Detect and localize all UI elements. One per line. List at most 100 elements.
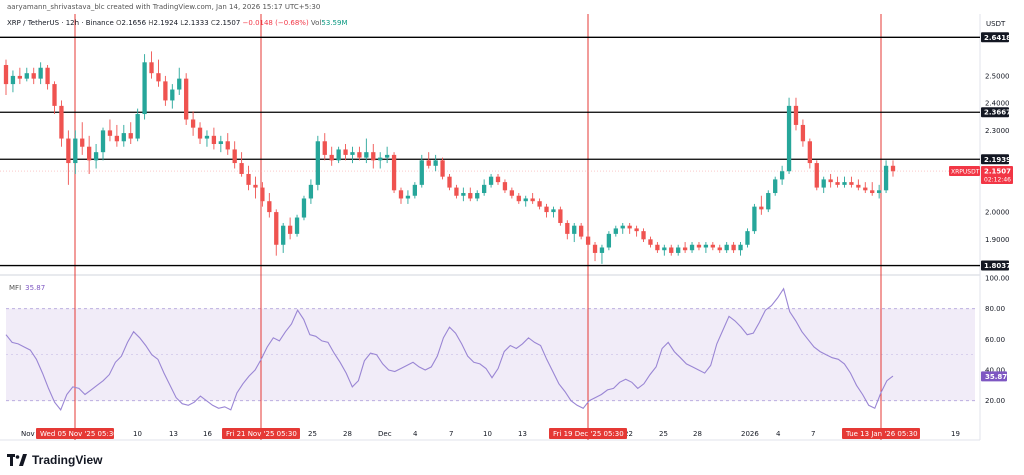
candle-body bbox=[253, 184, 258, 188]
marker-date-tag-label: Fri 19 Dec '25 05:30 bbox=[553, 430, 624, 438]
candle-body bbox=[287, 225, 293, 234]
candle-body bbox=[218, 141, 223, 144]
candle-body bbox=[488, 176, 494, 185]
candle-body bbox=[114, 135, 120, 142]
candle-body bbox=[426, 160, 431, 166]
volume-value: 53.59M bbox=[321, 19, 348, 27]
candle-body bbox=[676, 247, 681, 253]
price-tick-label: 2.3000 bbox=[985, 127, 1010, 135]
candle-body bbox=[10, 75, 16, 85]
candle-body bbox=[107, 130, 113, 136]
candle-body bbox=[565, 222, 570, 234]
candle-body bbox=[606, 233, 612, 248]
candle-body bbox=[807, 141, 812, 164]
symbol-tag-label: XRPUSDT bbox=[951, 169, 980, 176]
level-tag-label: 2.1939 bbox=[984, 156, 1011, 164]
candle-body bbox=[682, 247, 688, 251]
horizontal-levels[interactable] bbox=[0, 36, 980, 267]
candle-body bbox=[211, 135, 217, 144]
candle-body bbox=[717, 247, 722, 251]
candle-body bbox=[398, 190, 404, 199]
candle-body bbox=[364, 152, 369, 158]
mfi-band bbox=[6, 308, 975, 402]
mfi-tick-label: 100.00 bbox=[985, 275, 1010, 283]
candle-body bbox=[24, 73, 29, 79]
candle-body bbox=[440, 160, 445, 177]
candle-body bbox=[260, 187, 265, 202]
last-price-tag-label: 2.1507 bbox=[984, 168, 1011, 176]
candle-body bbox=[627, 225, 632, 229]
mfi-value-tag-bg bbox=[981, 371, 1007, 382]
candle-body bbox=[281, 225, 286, 245]
grid bbox=[0, 14, 981, 441]
candle-body bbox=[835, 182, 840, 185]
level-tag-label: 2.3667 bbox=[984, 109, 1011, 117]
candle-body bbox=[696, 244, 702, 248]
brand-text: TradingView bbox=[32, 453, 103, 467]
candle-body bbox=[828, 179, 833, 183]
candle-body bbox=[447, 176, 452, 188]
close-label: C bbox=[210, 19, 216, 27]
price-tick-label: 2.5000 bbox=[985, 72, 1010, 80]
candle-body bbox=[128, 133, 133, 139]
candle-body bbox=[523, 198, 528, 202]
time-tick-label: 28 bbox=[343, 430, 352, 438]
level-tag-label: 2.6418 bbox=[984, 34, 1011, 42]
marker-date-tag-bg bbox=[549, 428, 627, 439]
marker-date-tag-label: Wed 05 Nov '25 05:30 bbox=[40, 430, 118, 438]
symbol-ohlc-legend: XRP / TetherUS · 12h · Binance O2.1656 H… bbox=[7, 19, 348, 27]
price-axis[interactable]: USDT 1.90002.00002.20002.30002.40002.500… bbox=[985, 20, 1010, 405]
candles bbox=[3, 51, 896, 264]
mfi-tick-label: 60.00 bbox=[985, 336, 1005, 344]
candle-body bbox=[863, 187, 868, 191]
candle-body bbox=[135, 114, 140, 139]
open-value: 2.1656 bbox=[121, 19, 147, 27]
price-tick-label: 2.4000 bbox=[985, 100, 1010, 108]
candle-body bbox=[433, 160, 438, 166]
time-tick-label: 16 bbox=[203, 430, 212, 438]
mfi-value: 35.87 bbox=[25, 284, 46, 292]
time-tick-label: 10 bbox=[483, 430, 492, 438]
candle-body bbox=[689, 244, 695, 251]
candle-body bbox=[482, 184, 487, 194]
time-axis[interactable]: Nov 10 13 16 25 28 Dec 4 7 10 13 22 25 28 2026 4 7 19 bbox=[21, 430, 960, 438]
candle-body bbox=[870, 190, 875, 194]
candle-body bbox=[80, 138, 85, 147]
candle-body bbox=[585, 236, 591, 245]
mfi-label: MFI bbox=[9, 284, 22, 292]
candle-body bbox=[495, 176, 501, 183]
mfi-tick-label: 80.00 bbox=[985, 305, 1005, 313]
candle-body bbox=[558, 209, 563, 223]
time-tick-label: 25 bbox=[308, 430, 317, 438]
created-by-text: aaryamann_shrivastava_blc created with T… bbox=[7, 3, 321, 11]
candle-body bbox=[516, 195, 521, 202]
candle-body bbox=[475, 193, 480, 199]
symbol-title[interactable]: XRP / TetherUS · 12h · Binance bbox=[7, 19, 114, 27]
mfi-line bbox=[5, 287, 894, 411]
candle-body bbox=[156, 73, 161, 82]
candle-body bbox=[544, 206, 549, 213]
time-tick-label: 4 bbox=[776, 430, 781, 438]
candle-body bbox=[468, 193, 473, 199]
tradingview-brand[interactable]: TradingView bbox=[7, 452, 102, 468]
candle-body bbox=[336, 149, 341, 161]
candle-body bbox=[814, 163, 819, 188]
time-tick-label: 13 bbox=[518, 430, 527, 438]
candle-body bbox=[73, 138, 78, 164]
time-tick-label: Nov bbox=[21, 430, 35, 438]
candle-body bbox=[149, 62, 154, 74]
mfi-legend[interactable]: MFI 35.87 bbox=[9, 284, 45, 292]
currency-label: USDT bbox=[986, 20, 1006, 28]
candle-body bbox=[461, 193, 466, 196]
candle-body bbox=[821, 179, 826, 188]
candle-body bbox=[246, 173, 251, 185]
candle-body bbox=[551, 209, 556, 213]
marker-date-tag-bg bbox=[842, 428, 920, 439]
candle-body bbox=[890, 165, 896, 172]
candle-body bbox=[274, 212, 279, 245]
candle-body bbox=[121, 133, 126, 142]
time-tick-label: 7 bbox=[449, 430, 453, 438]
axis-tags: 2.6418 2.3667 2.1939 1.8037 XRPUSDT 2.150702:… bbox=[36, 32, 1013, 439]
candle-body bbox=[301, 198, 307, 218]
